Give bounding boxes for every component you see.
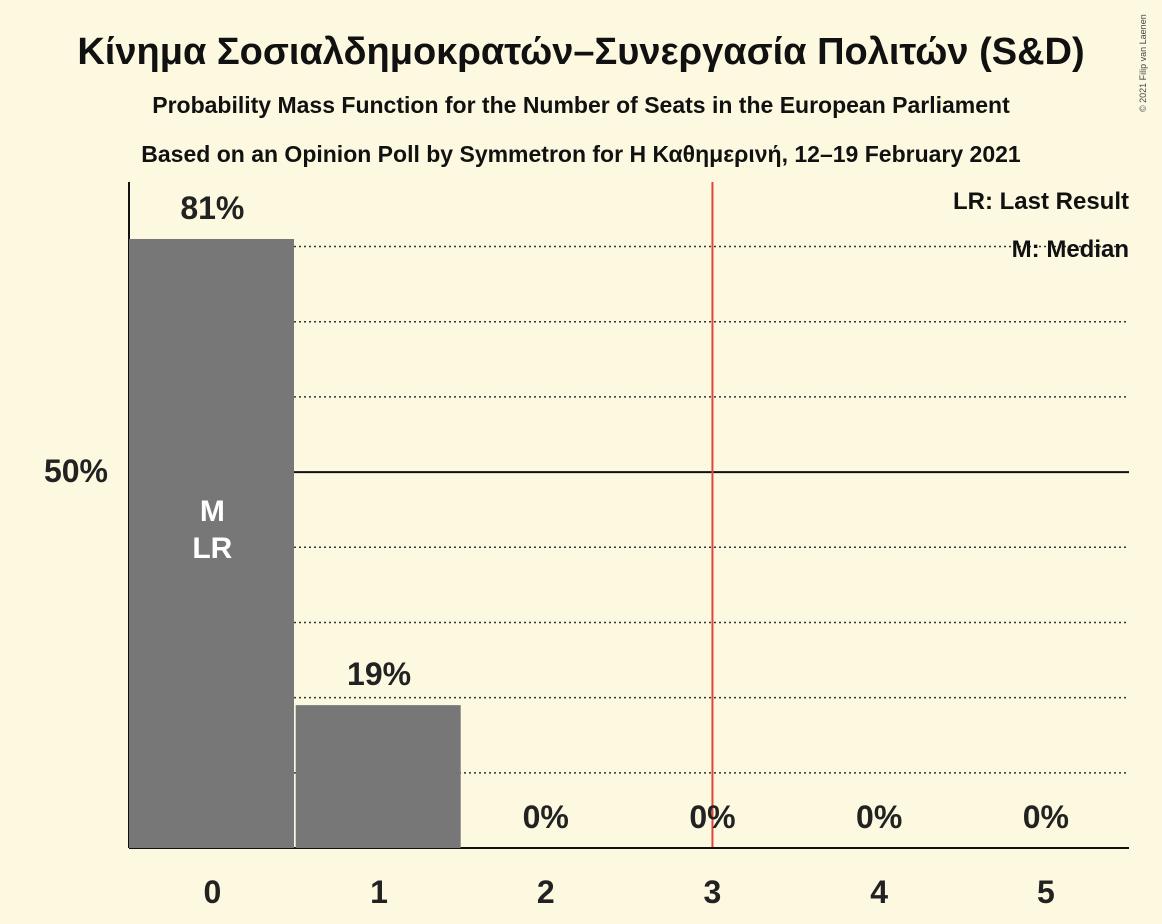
data-label-2: 0% [523, 799, 569, 835]
y-tick-label-50: 50% [44, 453, 108, 489]
bar-1 [295, 705, 461, 848]
data-label-0: 81% [180, 190, 244, 226]
data-labels: 81% 19% 0% 0% 0% 0% M LR [180, 190, 1069, 835]
copyright-text: © 2021 Filip van Laenen [1138, 14, 1148, 112]
gridlines [128, 182, 1129, 849]
legend-median: M: Median [1012, 236, 1129, 263]
x-tick-3: 3 [704, 874, 722, 910]
chart-subtitle: Probability Mass Function for the Number… [152, 92, 1010, 118]
data-label-1: 19% [347, 656, 411, 692]
x-tick-1: 1 [370, 874, 388, 910]
last-result-marker: LR [192, 532, 232, 565]
chart-subtitle-source: Based on an Opinion Poll by Symmetron fo… [141, 141, 1021, 167]
median-marker: M [200, 495, 225, 528]
x-tick-labels: 0 1 2 3 4 5 [203, 874, 1054, 910]
data-label-3: 0% [689, 799, 735, 835]
bar-0 [129, 239, 294, 848]
x-tick-4: 4 [870, 874, 888, 910]
data-label-4: 0% [856, 799, 902, 835]
bars [129, 239, 461, 848]
x-tick-0: 0 [203, 874, 221, 910]
data-label-5: 0% [1023, 799, 1069, 835]
x-tick-2: 2 [537, 874, 555, 910]
x-tick-5: 5 [1037, 874, 1055, 910]
chart-title: Κίνημα Σοσιαλδημοκρατών–Συνεργασία Πολιτ… [77, 31, 1084, 73]
legend-last-result: LR: Last Result [953, 188, 1129, 215]
